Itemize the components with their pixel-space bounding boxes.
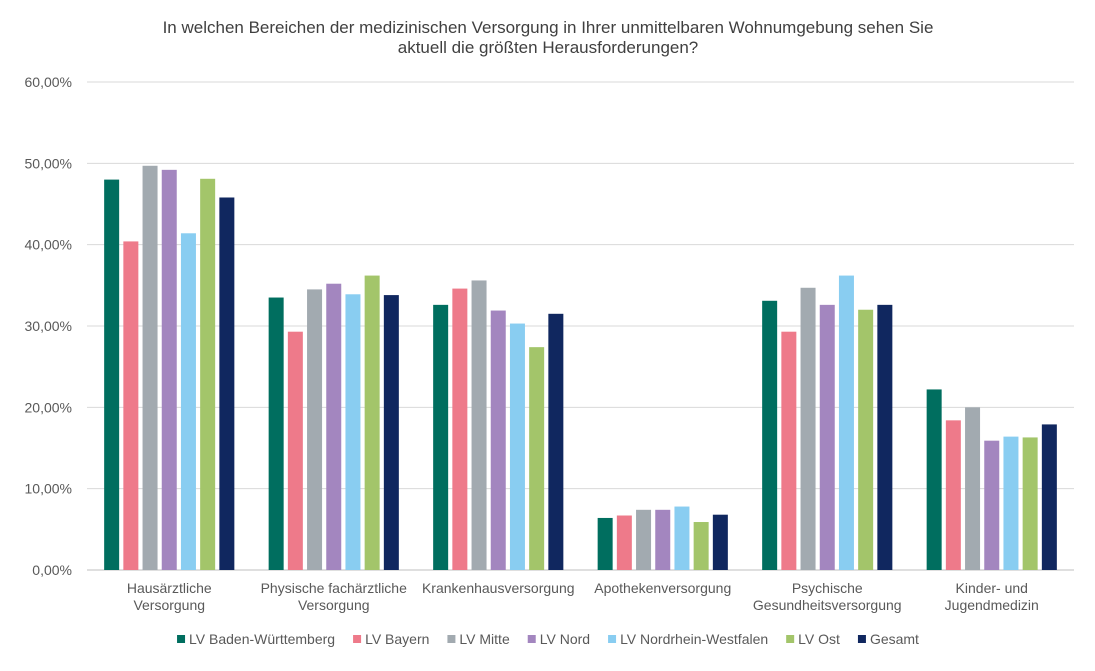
bar — [616, 515, 632, 570]
legend-item: LV Baden-Württemberg — [177, 631, 335, 647]
legend-label: Gesamt — [870, 631, 919, 647]
legend-item: Gesamt — [857, 631, 919, 647]
chart-title-line: aktuell die größten Herausforderungen? — [398, 38, 699, 57]
bar — [287, 331, 303, 570]
y-tick-label: 60,00% — [25, 74, 72, 90]
bar — [655, 509, 671, 570]
legend-swatch — [177, 635, 186, 643]
bar — [307, 289, 323, 570]
bar — [161, 169, 177, 570]
legend-swatch — [447, 635, 456, 643]
bar — [1041, 424, 1057, 570]
bar — [219, 197, 235, 570]
bar — [597, 517, 613, 570]
bar — [800, 287, 816, 570]
legend-item: LV Bayern — [353, 631, 429, 647]
legend-label: LV Nordrhein-Westfalen — [620, 631, 768, 647]
x-category-label: Physische fachärztliche — [261, 580, 408, 596]
x-category-label: Versorgung — [298, 597, 370, 613]
bar — [345, 294, 361, 570]
legend-label: LV Ost — [798, 631, 840, 647]
bar — [945, 420, 961, 570]
bar — [471, 280, 487, 570]
y-tick-label: 0,00% — [32, 562, 72, 578]
y-tick-label: 10,00% — [25, 481, 72, 497]
legend-swatch — [786, 635, 795, 643]
bar — [693, 522, 709, 570]
bar — [452, 288, 468, 570]
legend-item: LV Nord — [527, 631, 590, 647]
bar — [433, 304, 449, 570]
bar — [838, 275, 854, 570]
bar — [781, 331, 797, 570]
bar — [529, 347, 545, 570]
chart-title-line: In welchen Bereichen der medizinischen V… — [163, 18, 934, 37]
x-category-label: Krankenhausversorgung — [422, 580, 575, 596]
chart-title: In welchen Bereichen der medizinischen V… — [163, 18, 934, 57]
bar — [712, 514, 728, 570]
bar — [858, 309, 874, 570]
bar — [636, 509, 652, 570]
legend-swatch — [353, 635, 362, 643]
bar — [965, 407, 981, 570]
bar — [364, 275, 380, 570]
bar — [1022, 437, 1038, 570]
y-tick-label: 40,00% — [25, 237, 72, 253]
x-category-label: Gesundheitsversorgung — [753, 597, 902, 613]
legend-label: LV Mitte — [459, 631, 510, 647]
legend-item: LV Mitte — [447, 631, 510, 647]
legend-swatch — [527, 635, 536, 643]
bar — [142, 165, 158, 571]
bar — [180, 233, 196, 570]
x-category-label: Versorgung — [133, 597, 205, 613]
bar — [984, 440, 1000, 570]
legend-swatch — [857, 635, 866, 643]
bars — [104, 165, 1057, 571]
legend-label: LV Baden-Württemberg — [189, 631, 335, 647]
legend-label: LV Bayern — [365, 631, 429, 647]
bar — [104, 179, 120, 570]
bar — [326, 283, 342, 570]
bar — [200, 178, 216, 570]
gridlines — [87, 81, 1074, 571]
bar — [123, 241, 139, 570]
x-category-label: Hausärztliche — [127, 580, 212, 596]
bar — [383, 295, 399, 570]
bar — [1003, 436, 1019, 570]
y-tick-label: 20,00% — [25, 399, 72, 415]
x-category-label: Psychische — [792, 580, 863, 596]
x-category-label: Kinder- und — [956, 580, 1028, 596]
bar — [819, 304, 835, 570]
legend-swatch — [608, 635, 617, 643]
bar — [674, 506, 690, 570]
bar — [490, 310, 506, 570]
x-category-label: Apothekenversorgung — [594, 580, 731, 596]
legend-item: LV Nordrhein-Westfalen — [608, 631, 768, 647]
y-tick-label: 30,00% — [25, 318, 72, 334]
bar — [548, 313, 564, 570]
bar — [268, 297, 284, 570]
y-axis-ticks: 0,00% 10,00% 20,00% 30,00% 40,00% 50,00% 60,00… — [25, 74, 72, 578]
bar — [877, 304, 893, 570]
bar — [762, 300, 778, 570]
bar — [926, 389, 942, 570]
legend-label: LV Nord — [540, 631, 590, 647]
legend: LV Baden-Württemberg LV Bayern LV Mitte LV … — [177, 631, 919, 647]
y-tick-label: 50,00% — [25, 155, 72, 171]
x-category-label: Jugendmedizin — [945, 597, 1039, 613]
bar — [509, 323, 525, 570]
legend-item: LV Ost — [786, 631, 840, 647]
